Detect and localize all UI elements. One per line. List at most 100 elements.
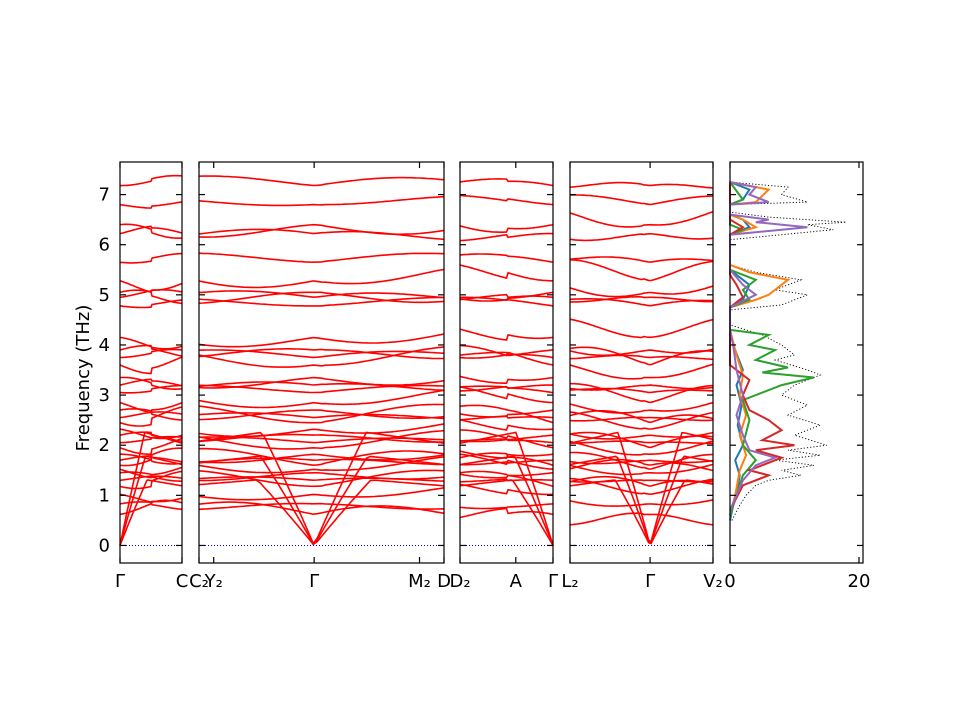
y-tick-label: 7 — [99, 185, 110, 206]
phonon-band — [459, 232, 554, 242]
phonon-band — [198, 429, 445, 450]
y-axis-label: Frequency (THz) — [73, 305, 94, 452]
phonon-band — [119, 501, 183, 511]
phonon-band — [459, 264, 553, 282]
k-point-label: Y₂ — [204, 571, 223, 592]
phonon-band — [198, 453, 445, 464]
phonon-band — [570, 440, 713, 445]
phonon-band — [569, 431, 714, 544]
phonon-band — [198, 479, 445, 546]
phonon-band — [119, 493, 183, 503]
y-tick-label: 0 — [99, 535, 110, 556]
phonon-band — [198, 487, 445, 501]
phonon-band — [569, 348, 714, 357]
phonon-band — [198, 501, 445, 516]
phonon-band — [569, 401, 714, 414]
k-point-label: A — [510, 571, 523, 592]
y-tick-label: 6 — [99, 235, 110, 256]
phonon-band — [198, 381, 445, 392]
phonon-band — [459, 253, 554, 264]
phonon-band — [569, 431, 714, 440]
phonon-band — [198, 412, 445, 420]
phonon-band — [569, 459, 714, 465]
k-point-label: M₂ — [408, 571, 431, 592]
phonon-band — [459, 375, 554, 384]
phonon-band — [569, 440, 714, 456]
phonon-band — [198, 296, 445, 307]
dos-panel: 0 20 — [724, 161, 871, 592]
phonon-band — [569, 258, 714, 282]
phonon-band — [569, 387, 714, 394]
phonon-band — [120, 376, 183, 390]
phonon-band — [198, 346, 445, 368]
panel-frame — [119, 161, 183, 564]
phonon-band — [120, 384, 182, 394]
phonon-band — [569, 479, 714, 483]
phonon-band — [198, 252, 445, 264]
phonon-band — [459, 483, 554, 496]
phonon-band — [459, 223, 554, 233]
panel-frame — [459, 161, 554, 564]
phonon-band — [459, 503, 554, 510]
phonon-band — [198, 447, 445, 467]
phonon-band — [460, 478, 554, 483]
phonon-band — [569, 363, 714, 380]
phonon-band — [569, 411, 714, 430]
phonon-band — [459, 328, 554, 341]
panel-frame — [569, 161, 714, 564]
phonon-band — [569, 451, 714, 470]
phonon-band — [119, 406, 183, 427]
phonon-band — [120, 348, 183, 359]
phonon-band — [459, 404, 554, 424]
phonon-band — [569, 384, 714, 391]
k-point-label: Γ — [309, 571, 319, 592]
phonon-band — [459, 472, 554, 479]
y-tick-label: 1 — [99, 485, 110, 506]
phonon-band — [569, 354, 714, 361]
phonon-band — [120, 435, 183, 444]
phonon-band — [570, 194, 714, 206]
phonon-band — [459, 409, 554, 418]
k-point-label: L₂ — [561, 571, 578, 592]
phonon-band — [198, 423, 445, 438]
k-point-label: C — [176, 571, 189, 592]
band-panel-4: L₂ Γ V₂ — [561, 161, 723, 592]
phonon-band — [459, 418, 554, 431]
phonon-band — [569, 256, 714, 263]
phonon-band — [198, 333, 445, 348]
phonon-band — [459, 291, 554, 302]
phonon-band — [119, 428, 183, 440]
dos-frame — [729, 161, 864, 564]
phonon-band — [569, 181, 714, 189]
phonon-band — [459, 431, 554, 546]
y-tick-label: 3 — [99, 385, 110, 406]
phonon-band — [119, 479, 183, 546]
phonon-band — [569, 318, 714, 339]
phonon-band — [198, 268, 445, 289]
phonon-band — [569, 512, 714, 526]
phonon-band — [198, 349, 445, 359]
phonon-band — [198, 502, 445, 511]
phonon-band — [460, 429, 554, 449]
dos-x-tick-label: 20 — [848, 571, 871, 592]
phonon-band — [569, 416, 714, 422]
panel-frame — [198, 161, 445, 564]
phonon-band — [459, 450, 554, 460]
phonon-band — [119, 336, 183, 350]
phonon-band — [198, 195, 445, 207]
k-point-label: D — [437, 571, 451, 592]
phonon-band — [119, 201, 183, 209]
phonon-band — [459, 479, 554, 546]
phonon-band — [119, 455, 183, 463]
phonon-band — [569, 410, 714, 424]
phonon-band — [459, 470, 554, 488]
phonon-band — [569, 233, 714, 242]
phonon-band — [198, 409, 445, 421]
phonon-band — [198, 457, 445, 466]
phonon-band — [198, 291, 445, 304]
phonon-band — [198, 389, 445, 409]
k-point-label: Γ — [548, 571, 558, 592]
y-tick-label: 2 — [99, 435, 110, 456]
